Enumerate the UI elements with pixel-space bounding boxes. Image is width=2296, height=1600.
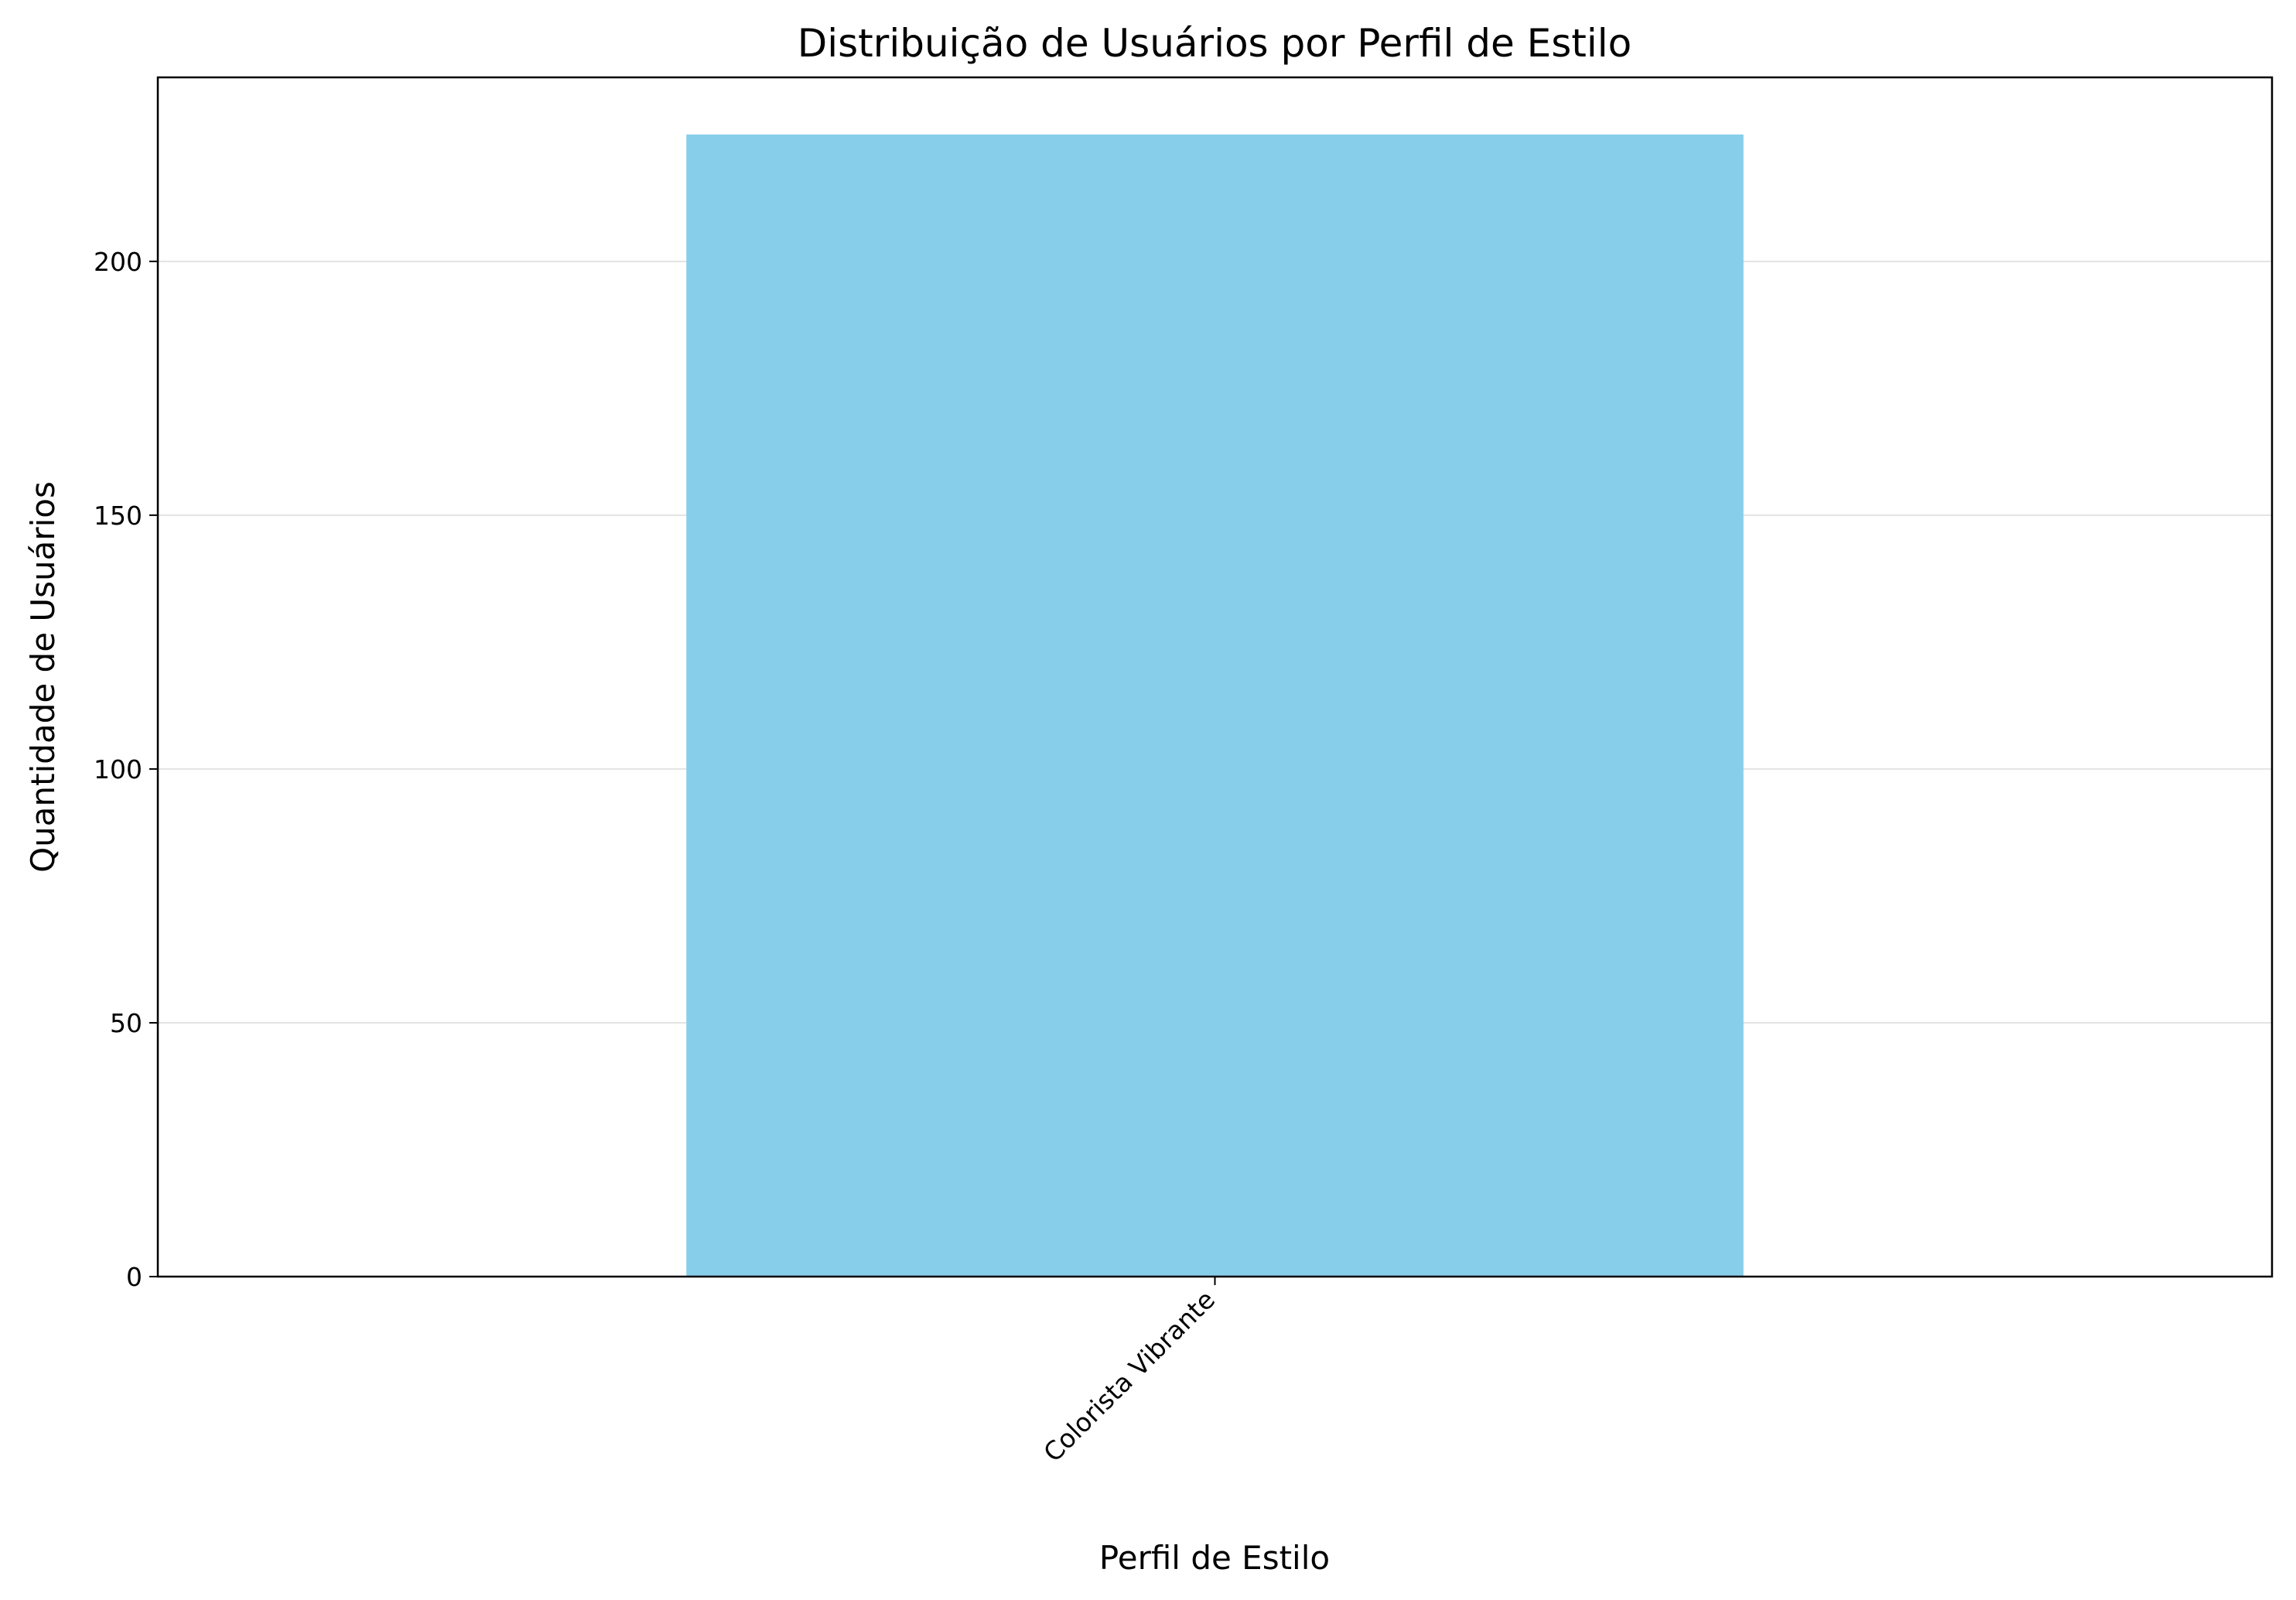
x-axis-label: Perfil de Estilo (1099, 1539, 1330, 1577)
y-tick-label: 0 (126, 1262, 142, 1292)
y-tick-label: 100 (94, 754, 142, 785)
y-tick-label: 200 (94, 247, 142, 277)
bar (686, 134, 1744, 1277)
y-tick-label: 150 (94, 501, 142, 531)
chart-title: Distribuição de Usuários por Perfil de E… (798, 21, 1632, 66)
bars (686, 134, 1744, 1277)
y-axis-label: Quantidade de Usuários (24, 481, 62, 873)
plot-frame (156, 76, 2274, 1278)
x-axis-ticks: Colorista Vibrante (1037, 1277, 1221, 1468)
y-tick-label: 50 (110, 1008, 142, 1038)
x-tick-label: Colorista Vibrante (1037, 1284, 1221, 1468)
y-axis-ticks: 0 50 100 150 200 (94, 247, 158, 1292)
